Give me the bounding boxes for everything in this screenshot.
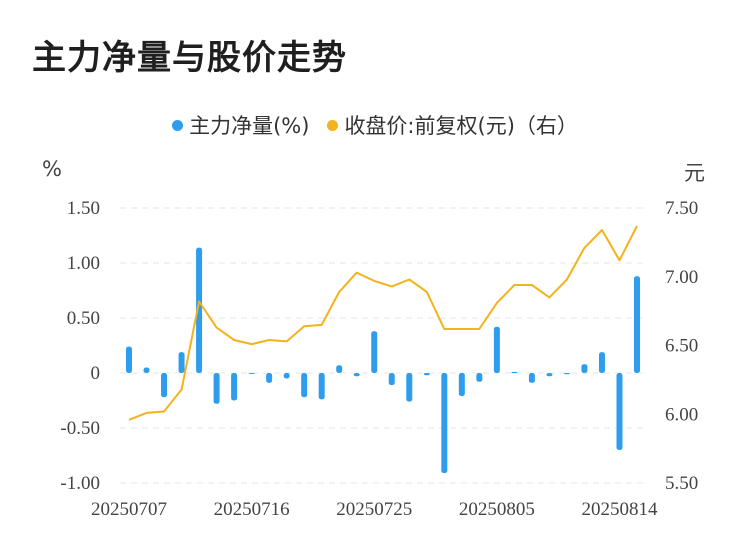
x-tick-label: 20250707 (91, 499, 167, 520)
x-tick-label: 20250716 (214, 499, 290, 520)
y-left-tick-label: -1.00 (60, 473, 100, 494)
y-right-tick-label: 7.00 (665, 267, 698, 288)
y-right-tick-label: 5.50 (665, 473, 698, 494)
chart-title: 主力净量与股价走势 (32, 38, 347, 78)
bar (458, 373, 465, 397)
bar (178, 352, 185, 373)
y-right-tick-label: 6.50 (665, 336, 698, 357)
bar (423, 373, 430, 376)
right-axis-unit: 元 (684, 161, 705, 185)
bar (388, 373, 395, 386)
legend-label-close-price: 收盘价:前复权(元)（右） (344, 114, 578, 138)
y-right-tick-label: 6.00 (665, 404, 698, 425)
y-left-tick-label: 0.50 (67, 308, 100, 329)
bar (441, 373, 448, 474)
bar (196, 247, 203, 373)
bar (161, 373, 168, 398)
legend-item-close-price[interactable]: 收盘价:前复权(元)（右） (327, 110, 578, 140)
y-left-tick-label: 0 (91, 363, 101, 384)
bar (248, 373, 255, 374)
bar (563, 373, 570, 375)
y-right-tick-label: 7.50 (665, 198, 698, 219)
y-left-tick-label: 1.00 (67, 253, 100, 274)
bar (528, 373, 535, 383)
legend-dot-icon (327, 119, 339, 131)
bar (371, 331, 378, 373)
x-tick-label: 20250814 (581, 499, 658, 520)
bar (213, 373, 220, 404)
bar (598, 352, 605, 373)
left-axis-unit: % (42, 157, 62, 181)
bar (126, 346, 132, 373)
bar (634, 276, 640, 373)
bar (301, 373, 308, 398)
legend: 主力净量(%) 收盘价:前复权(元)（右） (0, 110, 750, 140)
bar (336, 365, 343, 373)
price-line (128, 225, 638, 421)
legend-item-net-volume[interactable]: 主力净量(%) (172, 110, 309, 140)
bar (546, 373, 553, 377)
bar (318, 373, 325, 400)
bar (353, 373, 360, 377)
bar (616, 373, 623, 450)
bar (581, 364, 588, 373)
x-tick-label: 20250805 (459, 499, 535, 520)
x-tick-label: 20250725 (336, 499, 412, 520)
bar (493, 326, 500, 373)
bar (143, 367, 150, 373)
bar (283, 373, 290, 379)
bar (231, 373, 238, 401)
legend-dot-icon (172, 119, 184, 131)
bar (476, 373, 483, 382)
y-left-tick-label: 1.50 (67, 198, 100, 219)
y-left-tick-label: -0.50 (60, 418, 100, 439)
legend-label-net-volume: 主力净量(%) (189, 114, 310, 138)
bar (511, 371, 518, 374)
bar (406, 373, 413, 402)
bar (266, 373, 273, 383)
